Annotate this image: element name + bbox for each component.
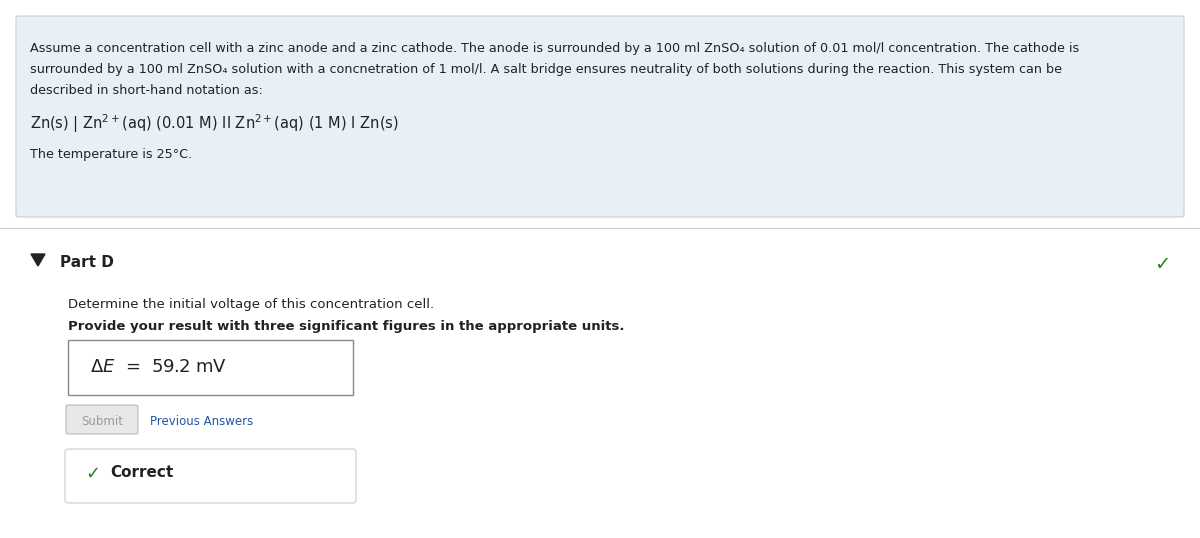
Text: Determine the initial voltage of this concentration cell.: Determine the initial voltage of this co… (68, 298, 434, 311)
Text: Zn(s) | Zn$^{2+}$(aq) (0.01 M) II Zn$^{2+}$(aq) (1 M) I Zn(s): Zn(s) | Zn$^{2+}$(aq) (0.01 M) II Zn$^{2… (30, 112, 398, 134)
Text: ✓: ✓ (1153, 255, 1170, 274)
Text: described in short-hand notation as:: described in short-hand notation as: (30, 84, 263, 97)
Text: Correct: Correct (110, 465, 173, 480)
FancyBboxPatch shape (65, 449, 356, 503)
Polygon shape (31, 254, 46, 266)
Text: Submit: Submit (82, 415, 124, 428)
FancyBboxPatch shape (66, 405, 138, 434)
Text: Part D: Part D (60, 255, 114, 270)
Text: Assume a concentration cell with a zinc anode and a zinc cathode. The anode is s: Assume a concentration cell with a zinc … (30, 42, 1079, 55)
FancyBboxPatch shape (68, 340, 353, 395)
Text: surrounded by a 100 ml ZnSO₄ solution with a concnetration of 1 mol/l. A salt br: surrounded by a 100 ml ZnSO₄ solution wi… (30, 63, 1062, 76)
Text: The temperature is 25°C.: The temperature is 25°C. (30, 148, 192, 161)
Text: Previous Answers: Previous Answers (150, 415, 253, 428)
Text: ✓: ✓ (85, 465, 100, 483)
Text: Provide your result with three significant figures in the appropriate units.: Provide your result with three significa… (68, 320, 624, 333)
FancyBboxPatch shape (16, 16, 1184, 217)
Text: $\Delta E$  =  59.2 mV: $\Delta E$ = 59.2 mV (90, 358, 227, 376)
